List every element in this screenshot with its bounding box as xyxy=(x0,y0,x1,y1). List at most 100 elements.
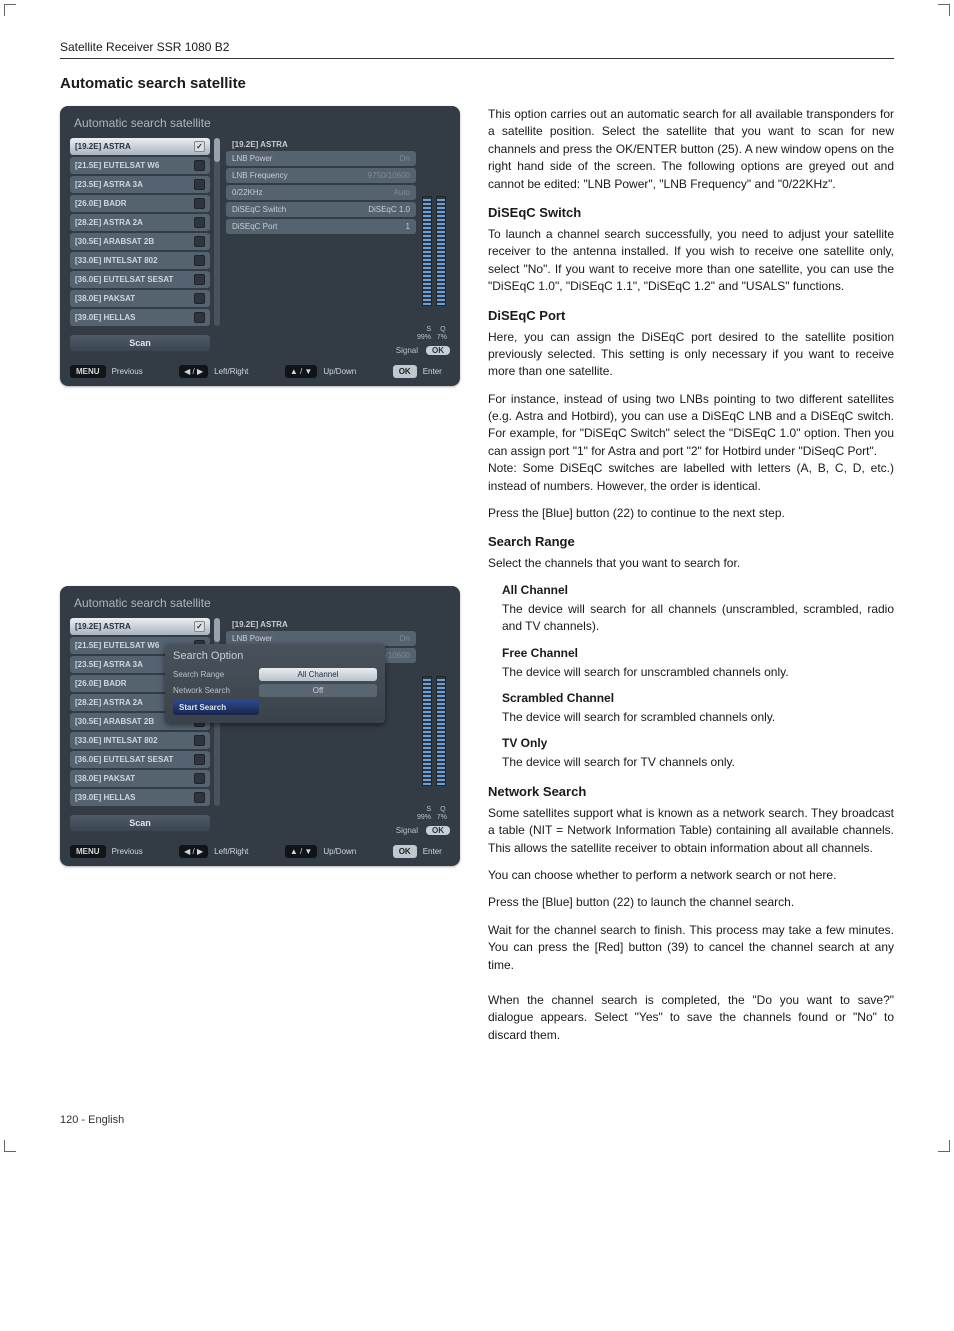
p-network-2: You can choose whether to perform a netw… xyxy=(488,867,894,884)
page-header: Satellite Receiver SSR 1080 B2 xyxy=(60,40,894,59)
satellite-list-item[interactable]: [38.0E] PAKSAT xyxy=(70,770,210,787)
heading-diseqc-switch: DiSEqC Switch xyxy=(488,205,894,220)
heading-search-range: Search Range xyxy=(488,534,894,549)
popup-option-label: Search Range xyxy=(173,670,259,679)
heading-diseqc-port: DiSEqC Port xyxy=(488,308,894,323)
param-name: DiSEqC Port xyxy=(232,222,277,231)
checked-icon[interactable]: ✓ xyxy=(194,621,205,632)
nav-menu-btn: MENU xyxy=(70,845,106,858)
unchecked-icon[interactable] xyxy=(194,293,205,304)
satellite-label: [30.5E] ARABSAT 2B xyxy=(75,717,154,726)
signal-ok-badge: OK xyxy=(426,346,450,355)
param-value: 1 xyxy=(406,222,410,231)
unchecked-icon[interactable] xyxy=(194,236,205,247)
crop-top-right xyxy=(938,4,950,16)
satellite-list-item[interactable]: [36.0E] EUTELSAT SESAT xyxy=(70,271,210,288)
satellite-list-item[interactable]: [33.0E] INTELSAT 802 xyxy=(70,252,210,269)
param-row[interactable]: DiSEqC Port 1 xyxy=(226,219,416,234)
satellite-label: [21.5E] EUTELSAT W6 xyxy=(75,641,159,650)
unchecked-icon[interactable] xyxy=(194,160,205,171)
nav-ud-label: Up/Down xyxy=(323,367,356,376)
unchecked-icon[interactable] xyxy=(194,198,205,209)
param-value: 9750/10600 xyxy=(368,171,410,180)
nav-ok-btn: OK xyxy=(393,845,417,858)
satellite-list-item[interactable]: [38.0E] PAKSAT xyxy=(70,290,210,307)
checked-icon[interactable]: ✓ xyxy=(194,141,205,152)
unchecked-icon[interactable] xyxy=(194,735,205,746)
unchecked-icon[interactable] xyxy=(194,179,205,190)
satellite-list-item[interactable]: [36.0E] EUTELSAT SESAT xyxy=(70,751,210,768)
nav-lr-label: Left/Right xyxy=(214,367,248,376)
p-diseqc-port-2: For instance, instead of using two LNBs … xyxy=(488,391,894,461)
satellite-list-item[interactable]: [39.0E] HELLAS xyxy=(70,309,210,326)
satellite-label: [28.2E] ASTRA 2A xyxy=(75,218,143,227)
p-network-5: When the channel search is completed, th… xyxy=(488,992,894,1044)
satellite-list-item[interactable]: [39.0E] HELLAS xyxy=(70,789,210,806)
signal-strength-bar xyxy=(422,196,432,306)
osd2-params-title: [19.2E] ASTRA xyxy=(226,618,416,631)
param-value: On xyxy=(399,154,410,163)
unchecked-icon[interactable] xyxy=(194,312,205,323)
param-name: LNB Power xyxy=(232,634,272,643)
bar-q-label: Q xyxy=(440,326,445,333)
unchecked-icon[interactable] xyxy=(194,274,205,285)
p-network-3: Press the [Blue] button (22) to launch t… xyxy=(488,894,894,911)
signal-strength-bar xyxy=(422,676,432,786)
satellite-list-item[interactable]: [23.5E] ASTRA 3A xyxy=(70,176,210,193)
satellite-list-item[interactable]: [19.2E] ASTRA✓ xyxy=(70,618,210,635)
satellite-list-item[interactable]: [21.5E] EUTELSAT W6 xyxy=(70,157,210,174)
param-row[interactable]: DiSEqC SwitchDiSEqC 1.0 xyxy=(226,202,416,217)
param-value: On xyxy=(399,634,410,643)
satellite-label: [33.0E] INTELSAT 802 xyxy=(75,256,158,265)
nav-enter-label: Enter xyxy=(423,367,442,376)
param-name: LNB Power xyxy=(232,154,272,163)
popup-option-row[interactable]: Network SearchOff xyxy=(173,684,377,697)
satellite-label: [39.0E] HELLAS xyxy=(75,793,135,802)
satellite-label: [30.5E] ARABSAT 2B xyxy=(75,237,154,246)
satellite-list-item[interactable]: [28.2E] ASTRA 2A xyxy=(70,214,210,231)
satellite-list-item[interactable]: [26.0E] BADR xyxy=(70,195,210,212)
bar-q-pct: 7% xyxy=(437,814,447,821)
satellite-label: [19.2E] ASTRA xyxy=(75,142,131,151)
p-diseqc-port-3: Note: Some DiSEqC switches are labelled … xyxy=(488,460,894,495)
p-diseqc-switch: To launch a channel search successfully,… xyxy=(488,226,894,296)
nav-ud-icon: ▲ / ▼ xyxy=(285,845,318,858)
param-row: LNB Frequency 9750/10600 xyxy=(226,168,416,183)
nav-ok-btn: OK xyxy=(393,365,417,378)
heading-network-search: Network Search xyxy=(488,784,894,799)
heading-all-channel: All Channel xyxy=(502,583,894,597)
nav-enter-label: Enter xyxy=(423,847,442,856)
param-name: LNB Frequency xyxy=(232,171,288,180)
param-row: 0/22KHzAuto xyxy=(226,185,416,200)
osd1-scrollbar[interactable] xyxy=(214,138,220,326)
p-press-blue-1: Press the [Blue] button (22) to continue… xyxy=(488,505,894,522)
satellite-label: [39.0E] HELLAS xyxy=(75,313,135,322)
page-footer: 120 - English xyxy=(60,1114,894,1126)
osd2-search-option-popup: Search Option Search RangeAll ChannelNet… xyxy=(165,644,385,723)
unchecked-icon[interactable] xyxy=(194,217,205,228)
param-name: DiSEqC Switch xyxy=(232,205,286,214)
unchecked-icon[interactable] xyxy=(194,754,205,765)
unchecked-icon[interactable] xyxy=(194,792,205,803)
popup-option-row[interactable]: Search RangeAll Channel xyxy=(173,668,377,681)
signal-quality-bar xyxy=(436,196,446,306)
osd2-nav-hints: MENU Previous ◀ / ▶ Left/Right ▲ / ▼ Up/… xyxy=(70,845,450,858)
satellite-list-item[interactable]: [33.0E] INTELSAT 802 xyxy=(70,732,210,749)
heading-scrambled-channel: Scrambled Channel xyxy=(502,691,894,705)
satellite-label: [28.2E] ASTRA 2A xyxy=(75,698,143,707)
heading-free-channel: Free Channel xyxy=(502,646,894,660)
crop-bottom-left xyxy=(4,1140,16,1152)
osd1-signal-bars xyxy=(422,138,450,326)
satellite-label: [33.0E] INTELSAT 802 xyxy=(75,736,158,745)
nav-menu-btn: MENU xyxy=(70,365,106,378)
popup-start-search-button[interactable]: Start Search xyxy=(173,700,259,715)
satellite-list-item[interactable]: [30.5E] ARABSAT 2B xyxy=(70,233,210,250)
p-network-1: Some satellites support what is known as… xyxy=(488,805,894,857)
unchecked-icon[interactable] xyxy=(194,773,205,784)
heading-tv-only: TV Only xyxy=(502,736,894,750)
unchecked-icon[interactable] xyxy=(194,255,205,266)
satellite-list-item[interactable]: [19.2E] ASTRA ✓ xyxy=(70,138,210,155)
p-all-channel: The device will search for all channels … xyxy=(502,601,894,636)
osd1-scan-button[interactable]: Scan xyxy=(70,335,210,351)
osd2-scan-button[interactable]: Scan xyxy=(70,815,210,831)
